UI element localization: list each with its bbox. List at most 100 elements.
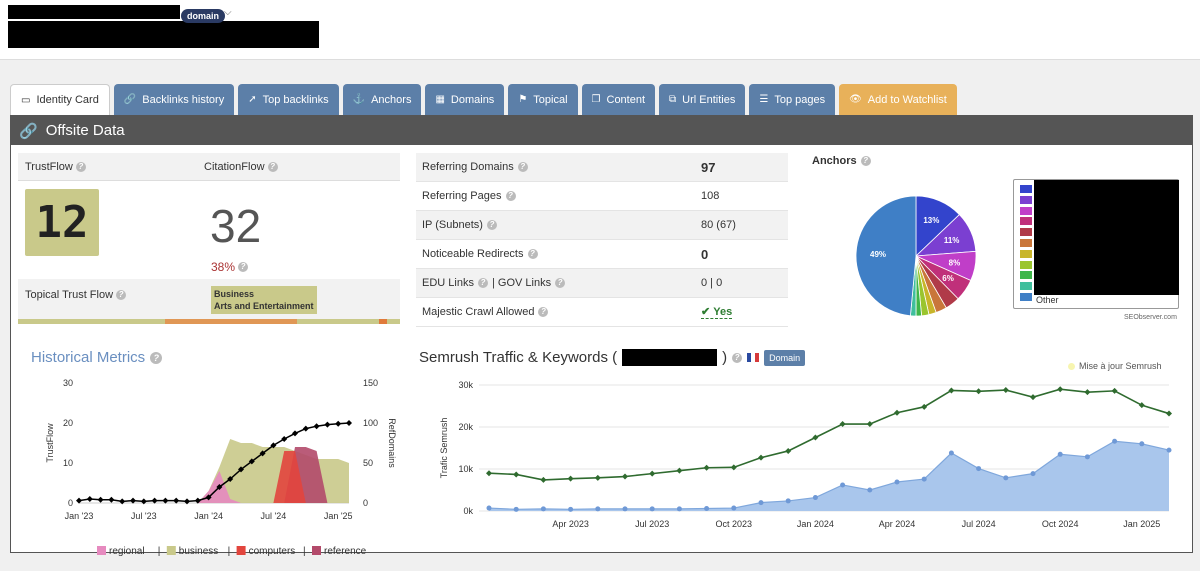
stat-value: 0 bbox=[701, 246, 709, 262]
legend-separator: | bbox=[158, 546, 161, 557]
help-icon[interactable]: ? bbox=[527, 249, 538, 259]
keywords-point bbox=[758, 454, 764, 461]
refdomains-point bbox=[86, 496, 93, 502]
x-tick: Jan '25 bbox=[324, 511, 353, 521]
tab-label: Top pages bbox=[774, 93, 826, 106]
stat-value-cell: 108 bbox=[701, 190, 719, 202]
tab-label: Backlinks history bbox=[142, 93, 225, 106]
traffic-point bbox=[948, 450, 954, 456]
legend-swatch bbox=[1020, 293, 1032, 301]
legend-label: business bbox=[179, 546, 218, 557]
help-icon[interactable]: ? bbox=[486, 220, 497, 230]
y-tick: 10k bbox=[458, 464, 473, 474]
help-icon[interactable]: ? bbox=[860, 156, 871, 166]
x-tick: Jan 2024 bbox=[797, 519, 834, 529]
tab-identity-card[interactable]: ▭ Identity Card bbox=[10, 84, 110, 115]
keywords-point bbox=[1002, 387, 1009, 394]
legend-swatch bbox=[1020, 260, 1032, 269]
legend-swatch bbox=[97, 546, 106, 555]
tab-label: Domains bbox=[450, 93, 495, 106]
eye-icon: 👁 bbox=[849, 94, 862, 105]
traffic-point bbox=[595, 506, 601, 512]
stat-label-cell: Referring Pages? bbox=[416, 190, 701, 202]
tab-domains[interactable]: ▦ Domains bbox=[425, 84, 505, 115]
topical-trust-flow-label: Topical Trust Flow bbox=[25, 289, 114, 301]
refdomains-point bbox=[324, 421, 331, 428]
anchor-icon: ⚓ bbox=[352, 94, 366, 105]
tab-top-backlinks[interactable]: ➚ Top backlinks bbox=[238, 84, 339, 115]
keywords-point bbox=[839, 421, 846, 428]
tab-topical[interactable]: ⚑ Topical bbox=[508, 84, 578, 115]
keywords-point bbox=[513, 471, 520, 478]
tab-add-to-watchlist[interactable]: 👁 Add to Watchlist bbox=[839, 84, 957, 115]
help-icon[interactable]: ? bbox=[75, 161, 86, 172]
traffic-point bbox=[540, 506, 546, 512]
traffic-point bbox=[921, 476, 927, 482]
stat-value-cell: 97 bbox=[701, 160, 715, 175]
anchors-legend: Other bbox=[1013, 179, 1179, 309]
refdomains-point bbox=[238, 466, 244, 473]
list-icon: ☰ bbox=[759, 94, 769, 105]
offsite-data-panel: 🔗 Offsite Data TrustFlow? CitationFlow? … bbox=[10, 115, 1193, 557]
keywords-point bbox=[567, 475, 574, 482]
stat-label: Majestic Crawl Allowed bbox=[422, 306, 535, 318]
tab-anchors[interactable]: ⚓ Anchors bbox=[342, 84, 422, 115]
traffic-line bbox=[488, 440, 1170, 510]
keywords-point bbox=[622, 473, 628, 480]
y-axis-label: Trafic Semrush bbox=[439, 418, 449, 479]
help-icon[interactable]: ? bbox=[116, 290, 127, 300]
trustflow-value: 12 bbox=[25, 189, 99, 256]
link-icon: 🔗 bbox=[19, 122, 38, 140]
stat-label-secondary: | GOV Links bbox=[491, 277, 552, 289]
legend-swatch bbox=[1020, 228, 1032, 237]
help-icon[interactable]: ? bbox=[477, 278, 488, 288]
help-icon[interactable]: ? bbox=[505, 191, 516, 201]
y-tick: 30k bbox=[458, 380, 473, 390]
keywords-point bbox=[1084, 389, 1091, 396]
legend-swatch bbox=[1020, 282, 1032, 291]
traffic-point bbox=[649, 506, 655, 512]
x-tick: Jul '24 bbox=[261, 511, 287, 521]
semrush-title-suffix: ) bbox=[722, 349, 728, 366]
tab-backlinks-history[interactable]: 🔗 Backlinks history bbox=[113, 84, 235, 115]
refdomains-point bbox=[216, 484, 223, 490]
keywords-point bbox=[948, 387, 955, 394]
semrush-domain-badge[interactable]: Domain bbox=[764, 349, 806, 366]
link-icon: 🔗 bbox=[123, 94, 137, 105]
tab-content[interactable]: ❐ Content bbox=[581, 84, 656, 115]
traffic-area bbox=[489, 441, 1169, 511]
y-right-label: RefDomains bbox=[387, 418, 397, 468]
refdomains-point bbox=[140, 498, 147, 505]
help-icon[interactable]: ? bbox=[517, 162, 528, 172]
semrush-title-prefix: Semrush Traffic & Keywords ( bbox=[419, 349, 618, 366]
topical-tags: Business Arts and Entertainment bbox=[211, 286, 317, 314]
keywords-point bbox=[866, 421, 873, 428]
semrush-update-legend[interactable]: Mise à jour Semrush bbox=[1068, 361, 1162, 371]
refdomains-point bbox=[302, 425, 309, 432]
traffic-point bbox=[976, 466, 982, 472]
traffic-point bbox=[758, 500, 764, 506]
chevron-down-icon[interactable]: ⌵ bbox=[224, 7, 232, 18]
top-bar: domain ⌵ bbox=[0, 0, 1200, 60]
historical-metrics-title-text: Historical Metrics bbox=[31, 349, 146, 366]
help-icon[interactable]: ? bbox=[238, 262, 249, 272]
help-icon[interactable]: ? bbox=[555, 278, 566, 288]
y-tick: 20k bbox=[458, 422, 473, 432]
keywords-point bbox=[486, 470, 492, 477]
refdomains-point bbox=[335, 420, 342, 427]
help-icon[interactable]: ? bbox=[538, 307, 549, 317]
sitemap-icon: ⧉ bbox=[669, 94, 677, 105]
help-icon[interactable]: ? bbox=[267, 161, 278, 172]
legend-swatch bbox=[166, 546, 176, 555]
x-tick: Jul '23 bbox=[131, 511, 157, 521]
stat-row: Majestic Crawl Allowed? ✔ Yes bbox=[416, 298, 788, 327]
tab-top-pages[interactable]: ☰ Top pages bbox=[749, 84, 836, 115]
help-icon[interactable]: ? bbox=[150, 351, 163, 364]
help-icon[interactable]: ? bbox=[732, 352, 743, 363]
redacted-url bbox=[8, 21, 319, 48]
legend-swatch bbox=[1020, 249, 1032, 258]
stat-label: Referring Pages bbox=[422, 190, 502, 202]
tab-url-entities[interactable]: ⧉ Url Entities bbox=[659, 84, 746, 115]
stat-value: 80 (67) bbox=[701, 219, 736, 231]
stat-label: Noticeable Redirects bbox=[422, 248, 524, 260]
